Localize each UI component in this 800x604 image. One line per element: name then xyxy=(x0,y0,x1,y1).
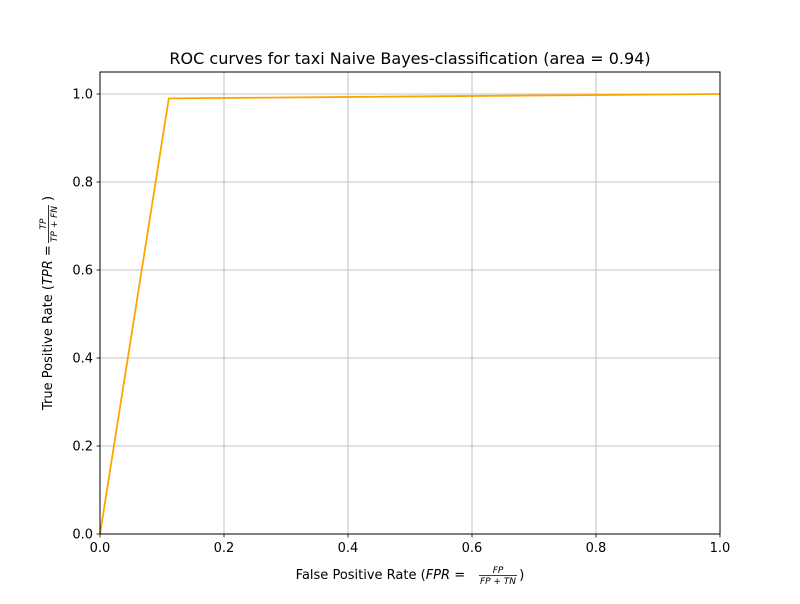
y-axis-label-prefix: True Positive Rate ( xyxy=(41,285,56,411)
x-axis-label: False Positive Rate (FPR = ) xyxy=(296,568,525,583)
y-tick-label: 1.0 xyxy=(72,88,93,103)
plot-frame xyxy=(99,71,721,535)
series-layer xyxy=(99,93,721,535)
y-axis-label: True Positive Rate (TPR = ) xyxy=(41,196,56,411)
y-axis-label-group: True Positive Rate (TPR = ) TP TP + FN xyxy=(39,196,60,411)
x-axis-label-prefix: False Positive Rate ( xyxy=(296,568,426,583)
roc-curve-line xyxy=(99,93,721,535)
x-axis-label-eq: = xyxy=(450,568,469,583)
y-tick-label: 0.4 xyxy=(72,352,93,367)
x-tick-label: 0.2 xyxy=(214,541,235,556)
y-axis-label-suffix: ) xyxy=(41,196,56,201)
y-axis-label-eq: = xyxy=(41,241,56,260)
x-tick-label: 0.6 xyxy=(462,541,483,556)
y-tick-label: 0.0 xyxy=(72,528,93,543)
x-axis-label-var: FPR xyxy=(426,568,450,583)
x-axis-label-suffix: ) xyxy=(519,568,524,583)
y-tick-label: 0.8 xyxy=(72,176,93,191)
y-axis-label-var: TPR xyxy=(41,260,56,285)
x-axis-label-numerator: FP xyxy=(493,566,504,576)
x-tick-label: 0.4 xyxy=(338,541,359,556)
x-axis-ticks: 0.0 0.2 0.4 0.6 0.8 1.0 xyxy=(90,534,731,556)
y-tick-label: 0.2 xyxy=(72,440,93,455)
y-axis-ticks: 0.0 0.2 0.4 0.6 0.8 1.0 xyxy=(72,88,100,543)
x-axis-label-denominator: FP + TN xyxy=(480,577,516,587)
chart-title: ROC curves for taxi Naive Bayes-classifi… xyxy=(169,49,650,68)
y-axis-label-denominator: TP + FN xyxy=(50,206,60,242)
x-axis-label-fraction-group: FP FP + TN xyxy=(479,566,517,587)
y-tick-label: 0.6 xyxy=(72,264,93,279)
x-tick-label: 0.8 xyxy=(586,541,607,556)
x-tick-label: 1.0 xyxy=(710,541,731,556)
x-tick-label: 0.0 xyxy=(90,541,111,556)
y-axis-label-numerator: TP xyxy=(39,218,49,229)
